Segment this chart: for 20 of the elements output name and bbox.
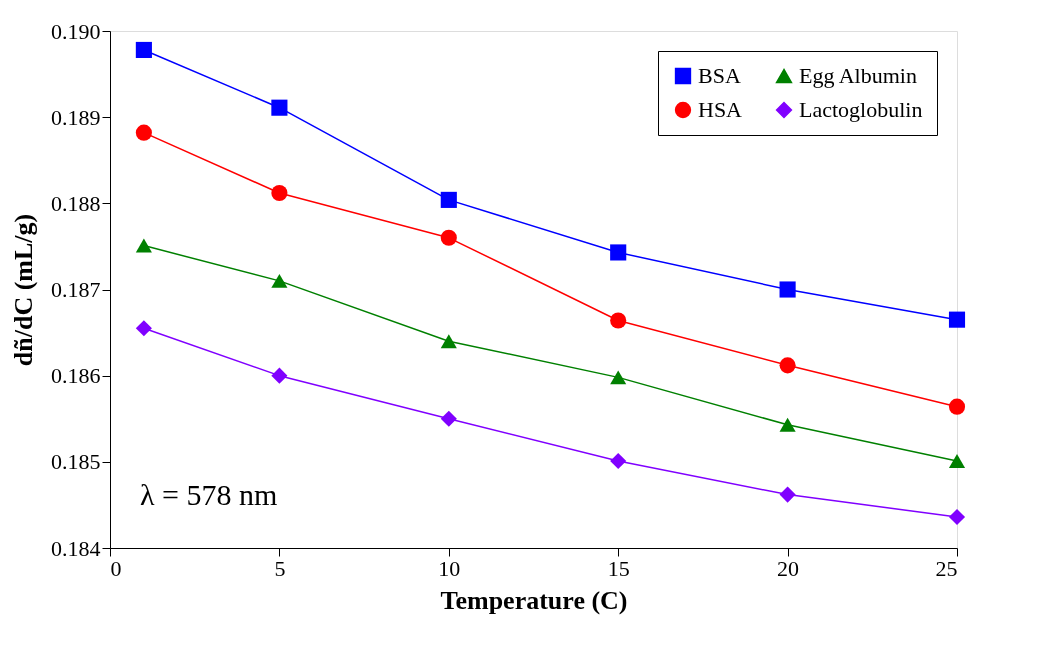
legend-label: Egg Albumin [799,63,917,88]
y-tick-label: 0.190 [51,18,101,44]
y-tick-label: 0.185 [51,449,101,475]
annotation: λ = 578 nm [140,478,278,511]
x-tick-label: 15 [607,555,630,581]
y-tick-label: 0.189 [51,104,101,130]
x-tick-label: 20 [777,555,800,581]
y-tick-label: 0.184 [51,535,101,561]
x-tick-label: 0 [110,555,122,581]
y-tick-label: 0.186 [51,363,101,389]
y-tick-label: 0.188 [51,190,101,216]
legend-label: Lactoglobulin [799,97,923,122]
x-tick-label: 5 [274,555,286,581]
x-axis-title: Temperature (C) [440,585,628,615]
y-tick-label: 0.187 [51,277,101,302]
x-tick-label: 25 [935,555,958,581]
x-tick-label: 10 [438,555,461,581]
legend-label: HSA [698,97,743,122]
legend-label: BSA [698,63,741,88]
y-axis-title: dñ/dC (mL/g) [9,213,38,367]
